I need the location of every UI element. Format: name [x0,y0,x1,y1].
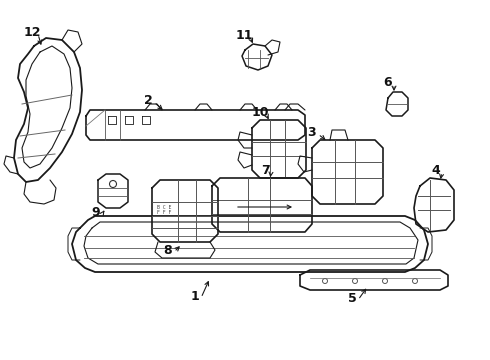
Text: 11: 11 [235,28,253,41]
Text: 9: 9 [92,206,100,219]
Text: 3: 3 [308,126,317,139]
Text: 10: 10 [251,105,269,118]
Text: 8: 8 [164,243,172,256]
Text: 7: 7 [261,163,270,176]
Text: 5: 5 [347,292,356,305]
Text: 6: 6 [384,76,392,89]
Text: 2: 2 [144,94,152,107]
Text: 4: 4 [432,163,441,176]
Text: 12: 12 [23,26,41,39]
Text: B C E
F F F: B C E F F F [157,204,172,215]
Text: 1: 1 [191,289,199,302]
